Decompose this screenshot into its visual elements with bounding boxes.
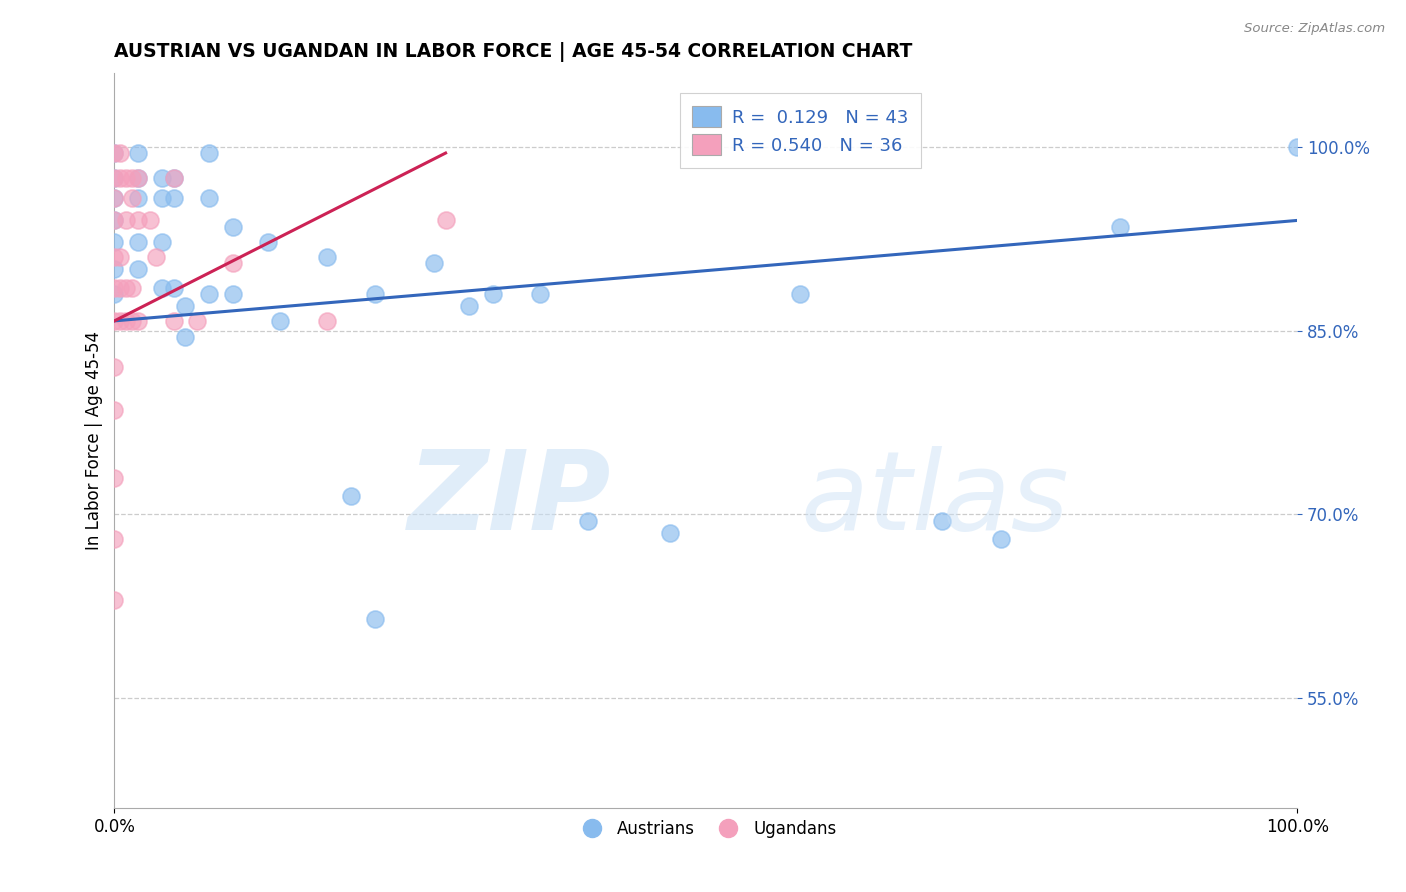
Point xyxy=(103,403,125,417)
Point xyxy=(103,170,125,185)
Point xyxy=(127,170,149,185)
Point xyxy=(150,191,173,205)
Point xyxy=(103,146,125,161)
Point xyxy=(121,281,143,295)
Point xyxy=(103,191,125,205)
Point xyxy=(110,146,132,161)
Point xyxy=(221,256,243,270)
Point xyxy=(150,235,173,250)
Point xyxy=(162,314,184,328)
Point xyxy=(110,170,132,185)
Point xyxy=(103,281,125,295)
Point xyxy=(103,146,125,161)
Point xyxy=(121,314,143,328)
Point xyxy=(103,287,125,301)
Point xyxy=(198,287,221,301)
Point xyxy=(316,250,339,264)
Point xyxy=(103,262,125,277)
Point xyxy=(150,281,173,295)
Point xyxy=(316,314,339,328)
Point xyxy=(103,235,125,250)
Text: Source: ZipAtlas.com: Source: ZipAtlas.com xyxy=(1244,22,1385,36)
Point xyxy=(221,287,243,301)
Point xyxy=(121,191,143,205)
Point xyxy=(127,213,149,227)
Point xyxy=(103,314,125,328)
Point xyxy=(115,314,138,328)
Point xyxy=(115,170,138,185)
Point xyxy=(174,299,197,313)
Point xyxy=(1108,219,1130,234)
Point xyxy=(931,514,953,528)
Point xyxy=(482,287,505,301)
Point xyxy=(103,250,125,264)
Point xyxy=(198,146,221,161)
Point xyxy=(340,489,363,503)
Point xyxy=(221,219,243,234)
Text: atlas: atlas xyxy=(800,446,1069,553)
Point xyxy=(103,471,125,485)
Point xyxy=(174,330,197,344)
Point xyxy=(186,314,208,328)
Point xyxy=(115,213,138,227)
Point xyxy=(529,287,551,301)
Legend: Austrians, Ugandans: Austrians, Ugandans xyxy=(568,813,844,844)
Point xyxy=(110,250,132,264)
Point xyxy=(162,191,184,205)
Point xyxy=(145,250,167,264)
Point xyxy=(121,170,143,185)
Point xyxy=(1286,140,1309,154)
Point xyxy=(269,314,291,328)
Point xyxy=(257,235,280,250)
Point xyxy=(139,213,162,227)
Y-axis label: In Labor Force | Age 45-54: In Labor Force | Age 45-54 xyxy=(86,332,103,550)
Point xyxy=(434,213,457,227)
Point xyxy=(127,262,149,277)
Point xyxy=(659,525,682,540)
Point xyxy=(162,170,184,185)
Point xyxy=(110,314,132,328)
Point xyxy=(458,299,481,313)
Point xyxy=(990,532,1012,546)
Text: ZIP: ZIP xyxy=(408,446,612,553)
Text: AUSTRIAN VS UGANDAN IN LABOR FORCE | AGE 45-54 CORRELATION CHART: AUSTRIAN VS UGANDAN IN LABOR FORCE | AGE… xyxy=(114,42,912,62)
Point xyxy=(789,287,811,301)
Point xyxy=(162,281,184,295)
Point xyxy=(198,191,221,205)
Point xyxy=(103,191,125,205)
Point xyxy=(103,593,125,607)
Point xyxy=(115,281,138,295)
Point xyxy=(110,281,132,295)
Point xyxy=(127,170,149,185)
Point xyxy=(103,213,125,227)
Point xyxy=(127,314,149,328)
Point xyxy=(103,360,125,375)
Point xyxy=(150,170,173,185)
Point xyxy=(103,170,125,185)
Point xyxy=(127,191,149,205)
Point xyxy=(363,287,385,301)
Point xyxy=(363,611,385,625)
Point xyxy=(423,256,446,270)
Point xyxy=(576,514,599,528)
Point xyxy=(103,213,125,227)
Point xyxy=(127,146,149,161)
Point xyxy=(127,235,149,250)
Point xyxy=(162,170,184,185)
Point xyxy=(103,532,125,546)
